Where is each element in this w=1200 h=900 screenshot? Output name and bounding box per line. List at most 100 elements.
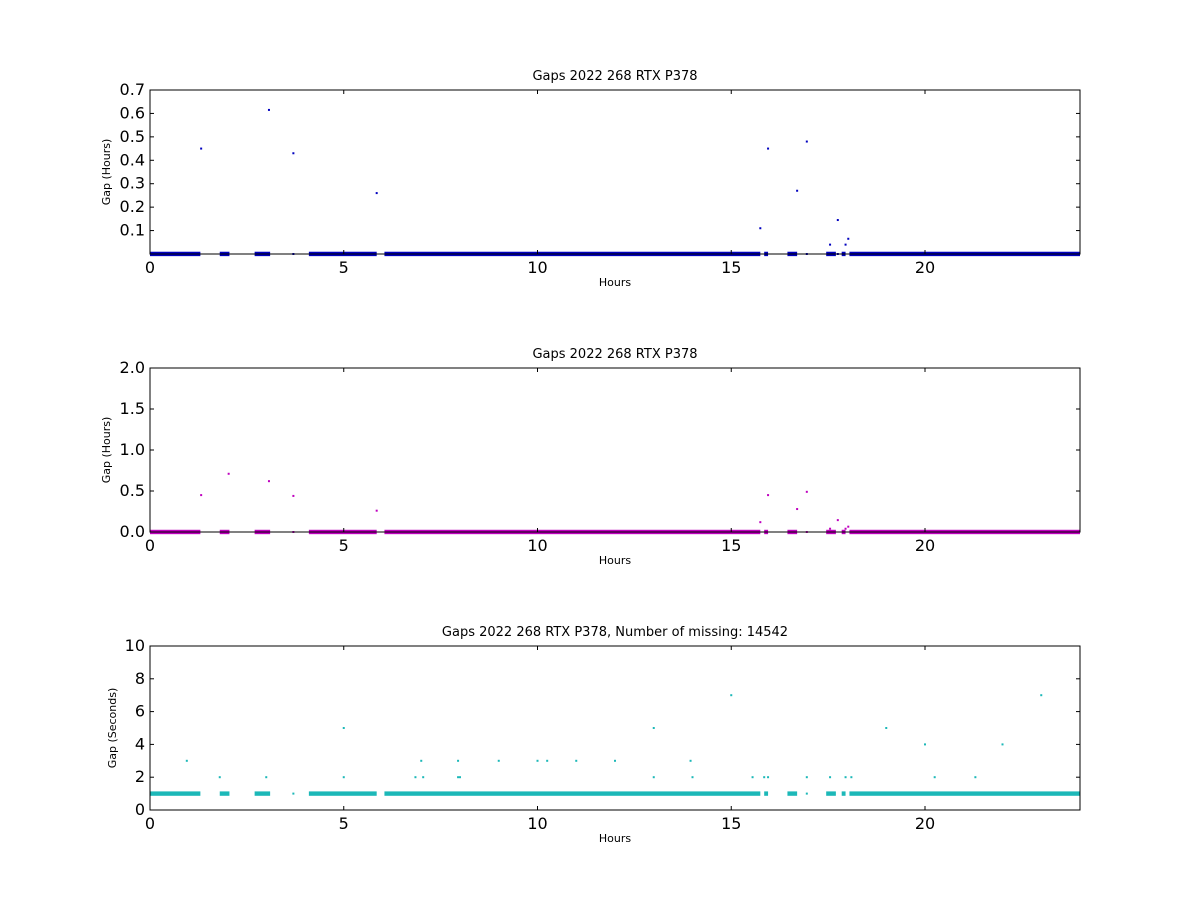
y-tick-label: 2.0: [120, 358, 145, 377]
x-tick-label: 5: [339, 814, 349, 833]
data-point: [497, 759, 500, 762]
data-point: [805, 792, 808, 795]
x-tick-label: 0: [145, 258, 155, 277]
y-tick-label: 0.4: [120, 150, 145, 169]
x-tick-label: 15: [721, 814, 741, 833]
data-point: [546, 759, 549, 762]
data-point: [759, 227, 762, 230]
data-point: [420, 759, 423, 762]
x-tick-label: 15: [721, 258, 741, 277]
baseline-run: [849, 791, 1080, 796]
y-axis-label: Gap (Hours): [100, 139, 113, 206]
x-tick-label: 5: [339, 258, 349, 277]
x-tick-label: 10: [527, 814, 547, 833]
data-point: [691, 776, 694, 779]
data-point: [844, 243, 847, 246]
subplot-gap-seconds-cyan: Gaps 2022 268 RTX P378, Number of missin…: [106, 625, 1081, 845]
data-point: [342, 776, 345, 779]
y-tick-label: 0.5: [120, 481, 145, 500]
baseline-run: [150, 791, 201, 796]
data-point: [292, 152, 295, 155]
y-tick-label: 0.0: [120, 522, 145, 541]
data-point: [847, 525, 850, 528]
data-point: [457, 776, 460, 779]
y-axis-label: Gap (Hours): [100, 417, 113, 484]
data-point: [375, 509, 378, 512]
data-point: [218, 776, 221, 779]
plot-frame: [149, 89, 1081, 255]
data-point: [422, 776, 425, 779]
data-point: [459, 776, 461, 779]
data-point: [767, 494, 770, 497]
data-point: [847, 237, 850, 240]
chart-title: Gaps 2022 268 RTX P378: [532, 347, 697, 362]
data-point: [829, 527, 832, 530]
y-tick-label: 1.0: [120, 440, 145, 459]
x-tick-label: 20: [915, 814, 935, 833]
y-tick-label: 0: [135, 800, 145, 819]
data-point: [689, 759, 692, 762]
data-point: [796, 189, 799, 192]
data-point: [763, 776, 766, 779]
data-point: [844, 527, 847, 530]
data-point: [836, 519, 839, 522]
data-point: [292, 494, 295, 497]
data-point: [767, 147, 770, 150]
baseline-run: [384, 791, 761, 796]
chart-title: Gaps 2022 268 RTX P378: [532, 69, 697, 84]
data-point: [805, 776, 808, 779]
x-tick-label: 10: [527, 258, 547, 277]
y-tick-label: 0.3: [120, 174, 145, 193]
data-point: [805, 490, 808, 493]
plot-frame: [149, 645, 1081, 811]
subplot-gap-hours-blue: Gaps 2022 268 RTX P378 Hours Gap (Hours)…: [100, 69, 1081, 289]
data-point: [767, 776, 770, 779]
data-point: [829, 776, 832, 779]
data-point: [267, 108, 270, 111]
baseline-run: [826, 791, 836, 796]
data-point: [342, 727, 345, 729]
data-point: [292, 792, 295, 795]
x-tick-label: 15: [721, 536, 741, 555]
baseline-run: [764, 791, 769, 796]
data-point: [414, 776, 417, 779]
data-point: [1040, 694, 1043, 697]
data-point: [1001, 743, 1004, 746]
y-tick-label: 10: [125, 636, 145, 655]
x-axis-label: Hours: [599, 276, 631, 289]
y-tick-label: 0.5: [120, 127, 145, 146]
x-tick-label: 0: [145, 814, 155, 833]
data-point: [200, 494, 203, 497]
data-point: [375, 192, 378, 195]
y-tick-label: 6: [135, 702, 145, 721]
data-point: [200, 147, 203, 150]
data-point: [796, 508, 799, 511]
y-tick-label: 4: [135, 734, 145, 753]
y-tick-label: 8: [135, 669, 145, 688]
data-point: [844, 776, 847, 779]
x-tick-label: 5: [339, 536, 349, 555]
data-point: [974, 776, 977, 779]
data-point: [836, 219, 839, 222]
data-point: [652, 776, 655, 779]
y-tick-label: 2: [135, 767, 145, 786]
data-point: [850, 776, 853, 779]
data-point: [751, 776, 754, 779]
y-tick-label: 0.1: [120, 221, 145, 240]
data-point: [185, 759, 188, 762]
data-point: [265, 776, 268, 779]
data-point: [759, 521, 762, 524]
x-axis-label: Hours: [599, 832, 631, 845]
data-point: [267, 480, 270, 483]
x-tick-label: 20: [915, 536, 935, 555]
chart-title: Gaps 2022 268 RTX P378, Number of missin…: [442, 625, 788, 640]
y-tick-label: 0.2: [120, 197, 145, 216]
data-point: [227, 472, 230, 475]
data-point: [652, 727, 655, 729]
x-axis-label: Hours: [599, 554, 631, 567]
data-point: [829, 243, 832, 246]
y-tick-label: 1.5: [120, 399, 145, 418]
data-point: [924, 743, 926, 746]
data-point: [730, 694, 733, 697]
data-point: [933, 776, 936, 779]
